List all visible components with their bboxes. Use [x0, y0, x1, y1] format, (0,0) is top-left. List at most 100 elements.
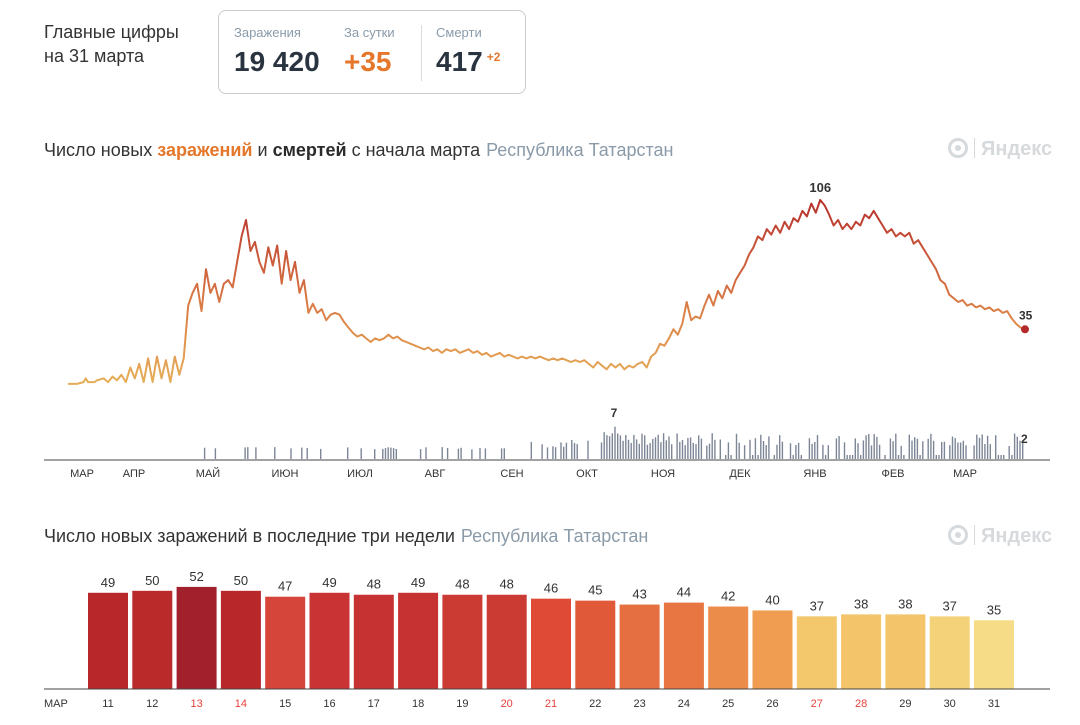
- logo-separator: [974, 525, 975, 545]
- daily-bar-value: 52: [189, 569, 203, 584]
- deaths-bar: [941, 441, 943, 459]
- deaths-bar: [698, 435, 700, 459]
- deaths-bar: [873, 434, 875, 459]
- deaths-bar: [560, 442, 562, 459]
- deaths-bar: [290, 448, 292, 459]
- stat-deaths-delta: +2: [486, 50, 501, 64]
- deaths-bar: [903, 455, 905, 459]
- deaths-bar: [587, 440, 589, 459]
- daily-bar: [220, 590, 261, 689]
- daily-bar-value: 50: [145, 573, 159, 588]
- daily-bar-date: 24: [678, 698, 690, 710]
- deaths-bar: [865, 435, 867, 459]
- deaths-bar: [843, 442, 846, 459]
- daily-bar-date: 28: [855, 698, 867, 710]
- deaths-bar: [608, 436, 611, 459]
- deaths-bar: [1019, 440, 1021, 459]
- deaths-bar: [889, 438, 892, 459]
- chart1-title: Число новых заражений и смертей с начала…: [44, 140, 673, 161]
- daily-bar: [265, 596, 306, 689]
- daily-bar-value: 44: [677, 585, 691, 600]
- deaths-bar: [1003, 455, 1005, 459]
- deaths-bar: [244, 447, 246, 459]
- deaths-bar: [652, 438, 654, 459]
- deaths-bar: [684, 445, 686, 459]
- deaths-bar: [530, 441, 532, 459]
- deaths-bar: [471, 449, 473, 459]
- yandex-logo-1[interactable]: Яндекс: [948, 138, 1052, 161]
- stat-deaths-label: Смерти: [436, 25, 482, 40]
- deaths-bar: [959, 442, 962, 459]
- daily-bar-date: 12: [146, 698, 158, 710]
- daily-bar-value: 49: [101, 575, 115, 590]
- daily-bar-date: 20: [501, 698, 513, 710]
- last-label: 35: [1019, 308, 1033, 322]
- chart1-title-part3: с начала марта: [346, 140, 481, 160]
- deaths-bar: [395, 449, 397, 459]
- deaths-last-label: 2: [1021, 432, 1028, 446]
- deaths-bar: [930, 433, 932, 459]
- deaths-bar: [633, 434, 635, 459]
- deaths-bar: [730, 455, 732, 459]
- peak-label: 106: [809, 180, 831, 195]
- deaths-bar: [441, 447, 443, 459]
- stat-infections-label: Заражения: [234, 25, 301, 40]
- yandex-logo-2[interactable]: Яндекс: [948, 525, 1052, 548]
- chart1-region: Республика Татарстан: [486, 140, 674, 160]
- deaths-bar: [851, 455, 854, 459]
- deaths-bar: [679, 441, 681, 459]
- deaths-bar: [573, 443, 576, 459]
- infections-line: [68, 199, 1026, 385]
- chart2-svg: 49 11 50 12 52 13 50 14 47 15 49 16 48 17 49 18 48 19 48 20…: [44, 569, 1050, 710]
- deaths-bar: [754, 438, 757, 459]
- daily-bar: [708, 606, 749, 689]
- daily-bars: 49 11 50 12 52 13 50 14 47 15 49 16 48 17 49 18 48 19 48 20…: [88, 569, 1014, 710]
- deaths-bar: [789, 443, 792, 459]
- deaths-bar: [773, 455, 775, 459]
- deaths-bar: [922, 441, 924, 459]
- month-label: ДЕК: [729, 468, 751, 480]
- daily-bar-value: 40: [765, 592, 779, 607]
- deaths-bar: [382, 448, 384, 459]
- daily-bar-date: 23: [633, 698, 645, 710]
- daily-bar-value: 50: [234, 573, 248, 588]
- daily-bar: [442, 594, 483, 689]
- deaths-bar: [808, 438, 811, 459]
- deaths-bar: [546, 447, 549, 459]
- month-label: ИЮН: [272, 468, 299, 480]
- yandex-logo-text: Яндекс: [981, 525, 1053, 547]
- deaths-bar: [1022, 442, 1024, 459]
- deaths-bar: [725, 455, 727, 459]
- deaths-bar: [384, 448, 387, 459]
- month-label: ИЮЛ: [347, 468, 373, 480]
- deaths-bar: [374, 449, 376, 459]
- deaths-bar: [795, 445, 797, 459]
- chart1-title-deaths: смертей: [272, 140, 347, 160]
- deaths-bar: [735, 433, 738, 459]
- deaths-bar: [949, 445, 951, 459]
- chart1-title-infections: заражений: [157, 140, 253, 160]
- daily-bar-date: 13: [190, 698, 202, 710]
- chart2-title: Число новых заражений в последние три не…: [44, 526, 648, 547]
- deaths-bar: [878, 444, 881, 459]
- daily-bar-value: 49: [322, 575, 336, 590]
- daily-bar: [353, 594, 394, 689]
- deaths-bar: [727, 442, 730, 459]
- deaths-bar: [627, 439, 630, 459]
- deaths-bar: [641, 433, 643, 459]
- deaths-bar: [619, 435, 622, 459]
- month-label: МАР: [70, 468, 94, 480]
- deaths-bar: [897, 455, 900, 459]
- deaths-bar: [425, 447, 427, 459]
- deaths-bar: [932, 440, 935, 459]
- deaths-bar: [387, 447, 389, 459]
- daily-bar-value: 46: [544, 581, 558, 596]
- stats-divider: [421, 25, 422, 81]
- deaths-bar: [571, 440, 573, 459]
- deaths-bar: [484, 448, 487, 459]
- deaths-bar: [854, 438, 856, 459]
- month-label: АПР: [123, 468, 145, 480]
- deaths-bar: [617, 433, 619, 459]
- daily-bar: [974, 620, 1014, 689]
- deaths-bar: [460, 447, 462, 459]
